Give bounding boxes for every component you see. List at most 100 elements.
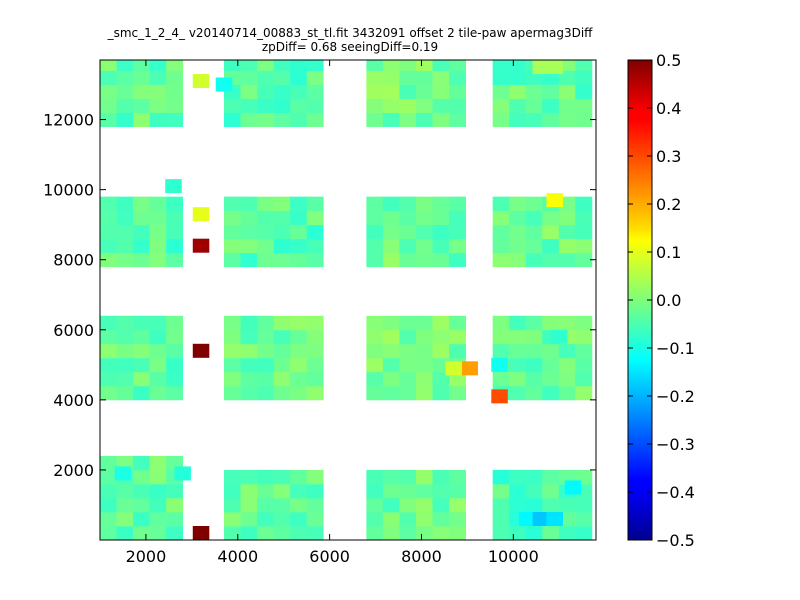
heatmap-cell-highlight — [114, 466, 132, 481]
heatmap-cell — [100, 252, 117, 268]
colorbar-tick-label: 0.5 — [656, 51, 681, 70]
heatmap-cell — [273, 70, 291, 85]
heatmap-cell — [133, 525, 150, 541]
heatmap-cell — [306, 511, 324, 527]
heatmap-cell — [166, 511, 184, 527]
heatmap-cell — [399, 329, 417, 345]
heatmap-cell — [224, 371, 241, 387]
heatmap-cell — [290, 224, 308, 240]
heatmap-cell — [100, 60, 117, 71]
heatmap-cell — [399, 98, 417, 113]
heatmap-cell — [224, 315, 241, 331]
heatmap-cell — [575, 60, 593, 71]
heatmap-cell — [432, 315, 450, 331]
heatmap-cell — [509, 343, 527, 359]
heatmap-cell — [492, 525, 510, 541]
heatmap-cell — [224, 196, 241, 212]
heatmap-cell — [509, 70, 527, 85]
heatmap-cell — [100, 455, 117, 471]
heatmap-cell — [382, 315, 400, 331]
colorbar-tick-label: −0.3 — [656, 435, 695, 454]
heatmap-cell — [575, 252, 593, 268]
heatmap-cell-highlight — [192, 74, 210, 89]
heatmap-cell — [166, 210, 184, 226]
heatmap-cell — [240, 343, 258, 359]
heatmap-cell — [100, 329, 117, 345]
heatmap-cell — [399, 483, 417, 499]
heatmap-cell — [133, 511, 150, 527]
colorbar-tick-label: 0.2 — [656, 195, 681, 214]
colorbar-tick-label: 0.1 — [656, 243, 681, 262]
heatmap-cell — [116, 98, 134, 113]
heatmap-cell — [116, 210, 134, 226]
heatmap-cell — [399, 60, 417, 71]
heatmap-cell — [492, 252, 510, 268]
heatmap-cell — [224, 357, 241, 373]
colorbar-tick-label: −0.5 — [656, 531, 695, 550]
heatmap-cell — [273, 469, 291, 485]
heatmap-cell — [415, 497, 433, 513]
heatmap-cell — [366, 525, 384, 541]
heatmap-cell — [366, 98, 384, 113]
heatmap-cell — [306, 483, 324, 499]
heatmap-cell — [240, 224, 258, 240]
heatmap-cell — [509, 84, 527, 99]
heatmap-cell — [290, 343, 308, 359]
heatmap-cell — [399, 252, 417, 268]
heatmap-cell — [240, 112, 258, 127]
heatmap-cell — [290, 511, 308, 527]
heatmap-cell — [399, 224, 417, 240]
heatmap-cell — [415, 84, 433, 99]
heatmap-cell — [382, 70, 400, 85]
heatmap-cell — [240, 98, 258, 113]
heatmap-cell — [432, 252, 450, 268]
heatmap-cell — [306, 315, 324, 331]
heatmap-cell-highlight — [491, 389, 508, 404]
colorbar-tick-label: 0.0 — [656, 291, 681, 310]
heatmap-cell — [257, 315, 274, 331]
heatmap-cell — [273, 525, 291, 541]
heatmap-cell — [509, 385, 527, 401]
heatmap-cell — [366, 329, 384, 345]
heatmap-cell — [415, 525, 433, 541]
heatmap-cell — [509, 112, 527, 127]
heatmap-cell — [240, 238, 258, 254]
heatmap-cell — [166, 70, 184, 85]
heatmap-cell — [382, 329, 400, 345]
heatmap-cell — [273, 112, 291, 127]
heatmap-cell — [366, 497, 384, 513]
heatmap-cell — [382, 525, 400, 541]
heatmap-cell — [415, 60, 433, 71]
heatmap-cell — [449, 98, 466, 113]
heatmap-cell — [509, 98, 527, 113]
heatmap-cell — [415, 98, 433, 113]
heatmap-cell — [273, 483, 291, 499]
heatmap-cell — [525, 84, 543, 99]
heatmap-cell — [492, 60, 510, 71]
heatmap-cell — [399, 469, 417, 485]
heatmap-cell — [509, 357, 527, 373]
y-tick-label: 6000 — [53, 321, 94, 340]
heatmap-cell — [166, 196, 184, 212]
heatmap-cell — [542, 315, 560, 331]
heatmap-cell — [366, 469, 384, 485]
heatmap-cell — [166, 98, 184, 113]
heatmap-cell — [492, 483, 510, 499]
heatmap-cell-highlight — [550, 329, 568, 344]
heatmap-cell — [306, 329, 324, 345]
heatmap-cell — [415, 371, 433, 387]
heatmap-cell — [415, 112, 433, 127]
heatmap-cell-highlight — [192, 525, 210, 540]
heatmap-cell — [273, 224, 291, 240]
plot-frame — [99, 59, 597, 541]
heatmap-cell — [399, 357, 417, 373]
heatmap-cell — [257, 84, 274, 99]
heatmap-cell — [149, 469, 167, 485]
heatmap-cell — [542, 357, 560, 373]
heatmap-cell — [415, 469, 433, 485]
heatmap-cell — [575, 357, 593, 373]
heatmap-cell-highlight — [532, 60, 550, 75]
heatmap-cell — [116, 329, 134, 345]
heatmap-cell-highlight — [546, 60, 563, 75]
heatmap-cell — [100, 497, 117, 513]
